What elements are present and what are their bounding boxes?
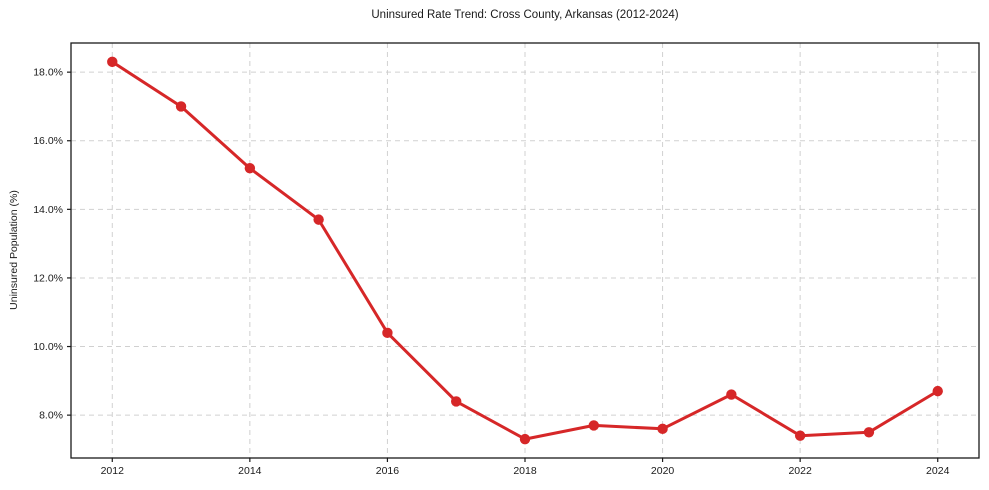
data-point: [175, 101, 187, 112]
x-tick-label: 2020: [651, 465, 675, 477]
x-tick-label: 2014: [238, 465, 262, 477]
y-tick-label: 8.0%: [39, 410, 63, 422]
data-point: [932, 385, 943, 397]
data-point: [794, 430, 806, 441]
x-tick-label: 2016: [376, 465, 400, 477]
chart-title: Uninsured Rate Trend: Cross County, Arka…: [371, 9, 679, 21]
data-point: [451, 396, 462, 407]
x-tick-label: 2024: [926, 465, 950, 477]
x-tick-label: 2022: [788, 465, 812, 477]
y-tick-label: 16.0%: [33, 135, 63, 147]
data-point: [519, 433, 531, 445]
y-tick-label: 14.0%: [33, 204, 63, 216]
data-point: [863, 427, 875, 438]
data-point: [588, 420, 599, 431]
x-tick-label: 2012: [101, 465, 125, 477]
data-point: [657, 423, 668, 435]
y-tick-label: 18.0%: [33, 67, 63, 79]
y-tick-label: 10.0%: [33, 341, 63, 353]
data-point: [244, 162, 256, 174]
data-point: [726, 389, 737, 400]
data-point: [107, 56, 118, 68]
data-point: [313, 214, 324, 225]
y-tick-label: 12.0%: [33, 272, 63, 284]
data-point: [382, 327, 393, 339]
x-tick-label: 2018: [513, 465, 537, 477]
